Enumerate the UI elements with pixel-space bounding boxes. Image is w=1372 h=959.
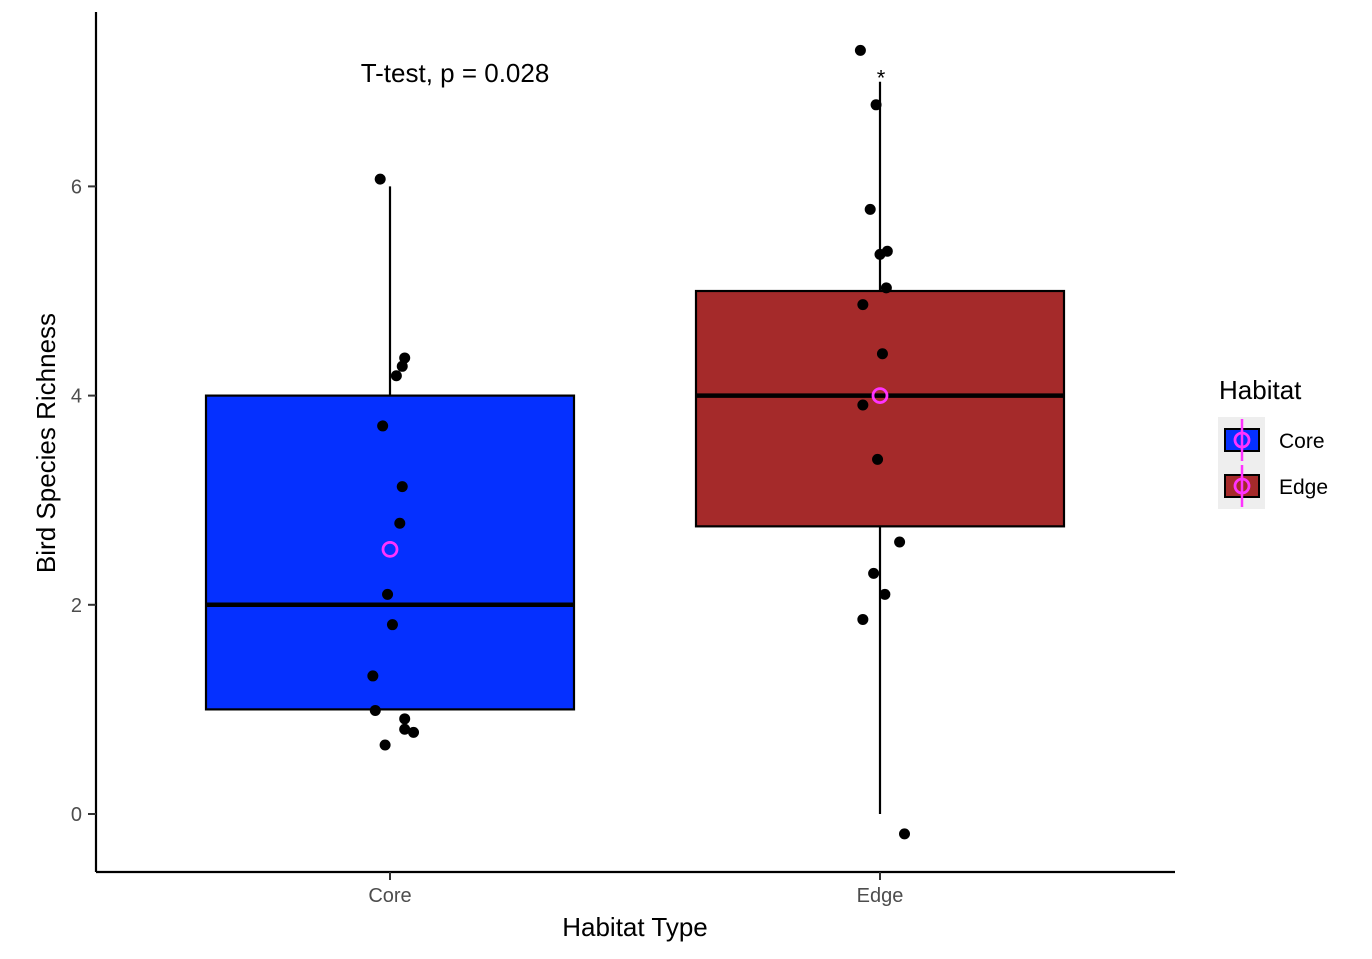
legend-key-mean xyxy=(1233,431,1251,449)
data-point xyxy=(857,299,869,311)
y-tick-label: 6 xyxy=(71,176,82,198)
data-point xyxy=(386,619,398,631)
data-point xyxy=(382,588,394,600)
outlier-marker: * xyxy=(877,65,886,90)
y-axis-title: Bird Species Richness xyxy=(31,313,61,573)
data-point xyxy=(396,360,408,372)
mean-marker xyxy=(871,387,889,405)
data-point xyxy=(864,203,876,215)
annotation-ttest: T-test, p = 0.028 xyxy=(361,58,550,88)
plot-area: 0 2 4 6 Core Edge * xyxy=(71,12,1175,907)
data-point xyxy=(872,453,884,465)
legend-key-mean xyxy=(1233,477,1251,495)
data-point xyxy=(854,44,866,56)
x-axis-title: Habitat Type xyxy=(562,912,708,942)
data-point xyxy=(899,828,910,840)
legend-title: Habitat xyxy=(1219,375,1302,405)
x-tick-label: Core xyxy=(368,885,411,907)
legend-label: Edge xyxy=(1279,476,1328,499)
legend-label: Core xyxy=(1279,430,1325,453)
data-point xyxy=(377,420,389,432)
box-edge xyxy=(694,289,1066,528)
data-point xyxy=(399,352,411,364)
data-point xyxy=(394,517,406,529)
data-point xyxy=(390,370,402,382)
legend: Habitat Core Edge xyxy=(1218,375,1328,509)
data-point xyxy=(408,726,420,738)
box-core xyxy=(204,394,576,711)
data-point xyxy=(868,567,880,579)
data-point xyxy=(367,670,379,682)
data-point xyxy=(870,99,882,111)
data-point xyxy=(396,481,408,493)
data-point xyxy=(374,173,386,185)
data-point xyxy=(369,704,381,716)
y-tick-label: 4 xyxy=(71,386,82,408)
data-point xyxy=(379,739,391,751)
data-point xyxy=(879,588,891,600)
data-point xyxy=(857,613,869,625)
data-point xyxy=(880,282,892,294)
mean-marker xyxy=(381,540,399,558)
y-tick-label: 0 xyxy=(71,804,82,826)
x-tick-label: Edge xyxy=(857,885,904,907)
data-point xyxy=(894,536,906,548)
data-point xyxy=(876,348,888,360)
data-point xyxy=(399,713,411,725)
data-point xyxy=(399,723,411,735)
data-point xyxy=(857,399,869,411)
data-point xyxy=(874,248,886,260)
y-tick-label: 2 xyxy=(71,595,82,617)
